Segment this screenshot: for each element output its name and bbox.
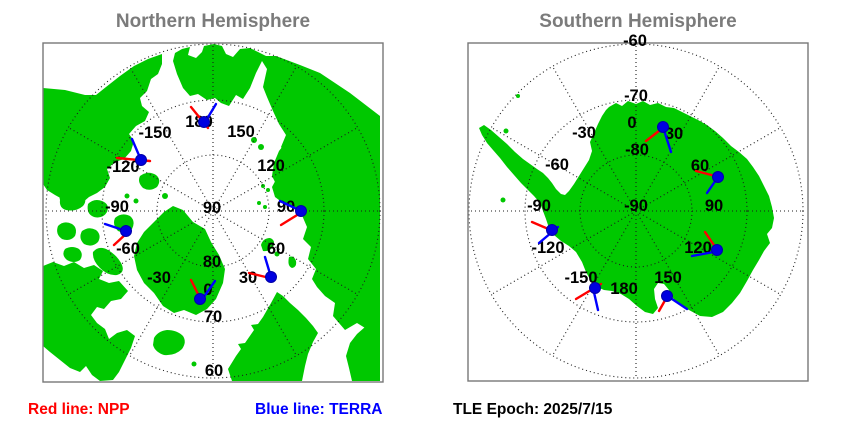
coordinate-label: 120: [257, 157, 285, 175]
coordinate-label: 30: [665, 125, 683, 143]
coordinate-label: -60: [116, 240, 140, 258]
coordinate-label: 90: [705, 197, 723, 215]
north-satellite-markers: [103, 102, 307, 305]
land-islet: [191, 361, 197, 367]
north-land-layer: [43, 44, 380, 381]
coordinate-label: -60: [545, 156, 569, 174]
coordinate-label: 30: [239, 269, 257, 287]
coordinate-label: -60: [623, 32, 647, 50]
satellite-position-marker: [194, 293, 206, 305]
coordinate-label: 180: [610, 280, 638, 298]
south-land-layer: [479, 94, 774, 317]
land-islet: [274, 251, 280, 257]
south-map-frame: [467, 42, 809, 382]
coordinate-label: -90: [105, 198, 129, 216]
land-arctic-islands: [87, 200, 108, 218]
land-siberia: [173, 44, 380, 331]
coordinate-label: 70: [204, 308, 222, 326]
south-graticule: [468, 43, 804, 379]
satellite-position-marker: [712, 171, 724, 183]
satellite-position-marker: [657, 121, 669, 133]
land-wrangel: [123, 120, 131, 128]
land-islet: [288, 256, 297, 268]
satellite-position-marker: [589, 282, 601, 294]
coordinate-label: -70: [624, 87, 648, 105]
land-svalbard: [261, 238, 274, 252]
land-arctic-islands: [80, 228, 100, 246]
land-arctic-islands: [139, 172, 160, 190]
coordinate-label: -120: [106, 158, 139, 176]
north-map-frame: [42, 42, 384, 383]
coordinate-label: 60: [267, 240, 285, 258]
legend-terra: Blue line: TERRA: [255, 401, 383, 418]
land-islet: [266, 188, 270, 192]
land-islet: [251, 137, 257, 143]
land-baltic-corner: [346, 321, 380, 381]
coordinate-label: 60: [205, 362, 223, 380]
land-antarctica: [479, 101, 774, 317]
land-islet: [263, 205, 267, 209]
land-islet: [133, 198, 139, 204]
land-islet: [500, 197, 506, 203]
coordinate-label: 0: [627, 114, 636, 132]
latitude-circle: [101, 99, 325, 323]
land-scandinavia: [228, 292, 318, 381]
coordinate-label: -150: [138, 124, 171, 142]
north-graticule: [45, 43, 381, 379]
coordinate-label: 90: [203, 199, 221, 217]
coordinate-label: -30: [147, 269, 171, 287]
coordinate-label: -120: [531, 239, 564, 257]
satellite-position-marker: [265, 271, 277, 283]
land-islet: [162, 193, 168, 199]
south-satellite-markers: [530, 121, 724, 313]
coordinate-label: 150: [227, 123, 255, 141]
satellite-position-marker: [198, 116, 210, 128]
land-islet: [124, 193, 130, 199]
land-islet: [516, 94, 520, 98]
land-islet: [257, 201, 261, 205]
latitude-circle: [524, 99, 748, 323]
northern-hemisphere-map: 180150-150120-12090-9060-6030-3009080706…: [42, 42, 384, 383]
coordinate-label: 80: [203, 253, 221, 271]
coordinate-label: -90: [527, 197, 551, 215]
land-iceland: [153, 330, 185, 356]
land-arctic-islands: [57, 222, 76, 240]
latitude-circle: [45, 43, 381, 379]
land-canada: [43, 262, 135, 381]
land-arctic-islands: [63, 247, 82, 262]
coordinate-label: -80: [625, 141, 649, 159]
satellite-position-marker: [295, 205, 307, 217]
satellite-position-marker: [135, 154, 147, 166]
latitude-circle: [468, 43, 804, 379]
tle-epoch-label: TLE Epoch: 2025/7/15: [453, 401, 613, 418]
satellite-position-marker: [120, 225, 132, 237]
legend-npp: Red line: NPP: [28, 401, 130, 418]
land-islet: [503, 128, 509, 134]
land-alaska: [43, 54, 162, 204]
northern-hemisphere-title: Northern Hemisphere: [115, 11, 311, 32]
land-islet: [258, 144, 264, 150]
satellite-position-marker: [546, 224, 558, 236]
satellite-position-marker: [711, 244, 723, 256]
coordinate-label: -90: [624, 197, 648, 215]
coordinate-label: -150: [564, 269, 597, 287]
land-islet: [261, 184, 265, 188]
coordinate-label: 150: [654, 269, 682, 287]
south-coordinate-labels: -60-70-80-900306090120150180-150-120-90-…: [527, 32, 723, 298]
southern-hemisphere-map: -60-70-80-900306090120150180-150-120-90-…: [467, 32, 809, 382]
satellite-position-marker: [661, 290, 673, 302]
southern-hemisphere-title: Southern Hemisphere: [539, 11, 737, 32]
land-baffin: [92, 247, 123, 276]
coordinate-label: -30: [572, 124, 596, 142]
north-coordinate-labels: 180150-150120-12090-9060-6030-3009080706…: [105, 113, 295, 380]
land-greenland: [134, 206, 225, 315]
land-novaya-zemlya: [272, 136, 297, 189]
land-arctic-islands: [59, 191, 86, 211]
